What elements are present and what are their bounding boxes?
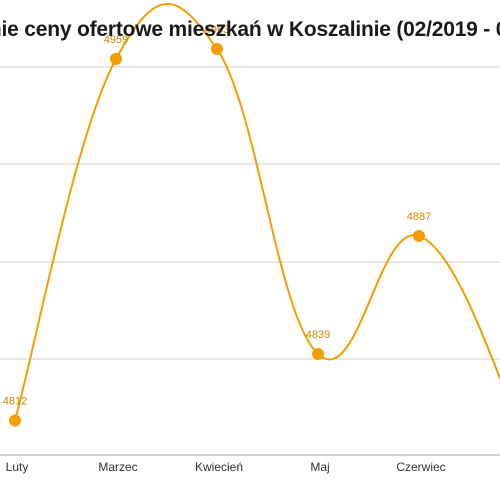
x-tick-label: Czerwiec — [396, 460, 445, 474]
x-tick-label: Luty — [6, 460, 29, 474]
data-point[interactable] — [312, 348, 324, 361]
data-point[interactable] — [211, 43, 223, 56]
data-point[interactable] — [9, 414, 21, 427]
data-label: 4887 — [407, 211, 431, 223]
x-tick-label: Maj — [310, 460, 329, 474]
data-label: 4959 — [104, 34, 128, 46]
data-point[interactable] — [110, 52, 122, 65]
x-tick-label: Kwiecień — [195, 460, 243, 474]
data-label: 4812 — [3, 395, 27, 407]
chart-title: Średnie ceny ofertowe mieszkań w Koszali… — [0, 18, 500, 41]
x-tick-label: Marzec — [98, 460, 137, 474]
data-point[interactable] — [413, 229, 425, 242]
data-label: 4963 — [205, 24, 229, 36]
data-label: 4839 — [306, 329, 330, 341]
series-line — [14, 2, 500, 421]
